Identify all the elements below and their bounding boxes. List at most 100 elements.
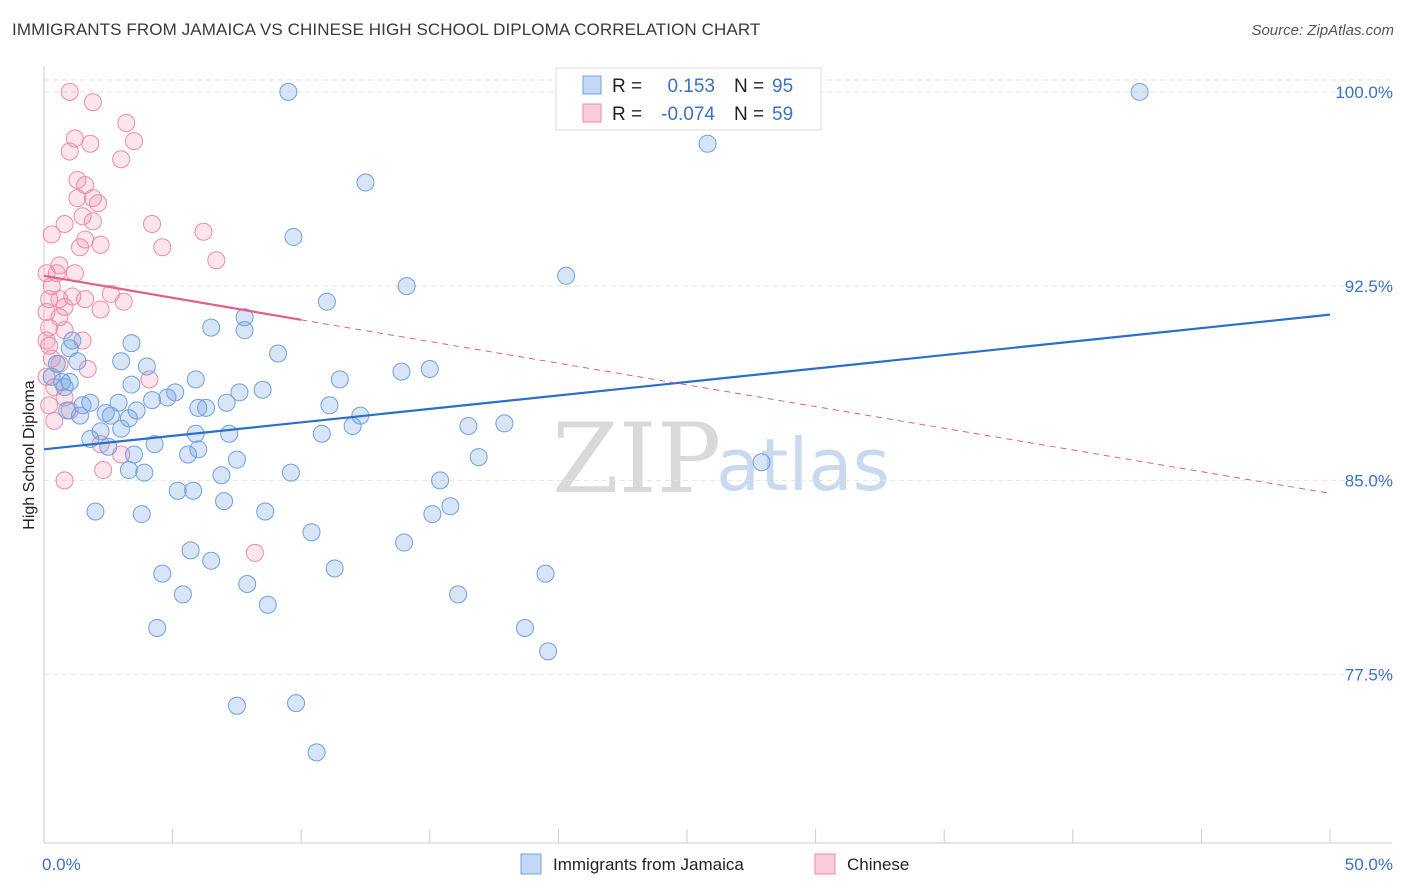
point-jamaica [143,391,162,410]
point-jamaica [202,318,221,337]
series-jamaica [42,82,1149,762]
point-jamaica [73,396,92,415]
point-jamaica [135,463,154,482]
point-jamaica [397,277,416,296]
point-jamaica [420,360,439,379]
trendlines [43,274,1331,494]
stats-n-label-chinese: N = [734,104,764,125]
point-chinese [81,134,100,153]
point-jamaica [235,321,254,340]
y-tick-label: 77.5% [1345,666,1393,685]
point-jamaica [557,266,576,285]
stats-r-label-jamaica: R = [612,76,642,97]
point-jamaica [168,481,187,500]
trendline-jamaica [43,313,1331,451]
point-jamaica [119,461,138,480]
point-chinese [73,207,92,226]
chart-title: IMMIGRANTS FROM JAMAICA VS CHINESE HIGH … [12,20,761,39]
point-jamaica [698,134,717,153]
point-jamaica [137,357,156,376]
point-jamaica [153,564,172,583]
point-jamaica [96,404,115,423]
point-jamaica [395,533,414,552]
point-jamaica [86,502,105,521]
point-jamaica [536,564,555,583]
point-jamaica [173,585,192,604]
point-jamaica [179,445,198,464]
point-jamaica [253,380,272,399]
point-chinese [153,238,172,257]
legend-swatch-jamaica [520,853,542,875]
point-jamaica [307,743,326,762]
watermark-zip: ZIP [552,403,721,515]
axes [43,66,1392,844]
point-jamaica [127,401,146,420]
point-jamaica [101,406,120,425]
point-jamaica [197,398,216,417]
point-jamaica [217,393,236,412]
point-chinese [68,189,87,208]
stats-swatch-chinese [582,103,602,123]
legend-label-jamaica: Immigrants from Jamaica [553,855,744,874]
point-chinese [245,543,264,562]
point-jamaica [148,619,167,638]
point-jamaica [112,419,131,438]
stats-r-label-chinese: R = [612,104,642,125]
stats-n-value-chinese: 59 [772,104,793,125]
watermark-atlas: atlas [716,423,890,507]
point-jamaica [184,481,203,500]
point-chinese [37,331,56,350]
point-jamaica [431,471,450,490]
point-chinese [83,212,102,231]
point-jamaica [515,619,534,638]
y-tick-label: 100.0% [1335,83,1393,102]
point-jamaica [181,541,200,560]
point-chinese [55,321,74,340]
point-jamaica [279,82,298,101]
point-chinese [71,238,90,257]
legend-swatch-chinese [814,853,836,875]
source-credit: Source: ZipAtlas.com [1251,22,1394,39]
point-jamaica [189,440,208,459]
point-chinese [117,113,136,132]
point-chinese [83,93,102,112]
point-chinese [60,82,79,101]
point-jamaica [68,352,87,371]
point-chinese [40,396,59,415]
point-jamaica [230,383,249,402]
point-chinese [55,471,74,490]
point-jamaica [91,422,110,441]
point-jamaica [215,492,234,511]
point-jamaica [235,308,254,327]
point-jamaica [287,694,306,713]
point-jamaica [459,417,478,436]
stats-swatch-jamaica [582,75,602,95]
point-chinese [112,150,131,169]
point-jamaica [189,398,208,417]
point-jamaica [220,424,239,443]
point-jamaica [343,417,362,436]
point-jamaica [1130,82,1149,101]
point-chinese [91,235,110,254]
point-jamaica [53,372,72,391]
point-jamaica [469,448,488,467]
point-jamaica [320,396,339,415]
point-jamaica [392,362,411,381]
point-chinese [194,222,213,241]
stats-n-value-jamaica: 95 [772,76,793,97]
bottom-legend: Immigrants from Jamaica Chinese [520,853,909,875]
point-jamaica [317,292,336,311]
y-tick-labels: 77.5% 85.0% 92.5% 100.0% [1335,83,1393,685]
x-tick-label-max: 50.0% [1345,855,1393,874]
point-jamaica [356,173,375,192]
y-tick-label: 92.5% [1345,277,1393,296]
point-chinese [42,225,61,244]
point-jamaica [122,375,141,394]
stats-legend: R = 0.153 N = 95 R = -0.074 N = 59 [555,67,822,131]
point-jamaica [269,344,288,363]
x-tick-label-min: 0.0% [42,855,81,874]
point-jamaica [60,372,79,391]
point-chinese [114,292,133,311]
point-chinese [207,251,226,270]
